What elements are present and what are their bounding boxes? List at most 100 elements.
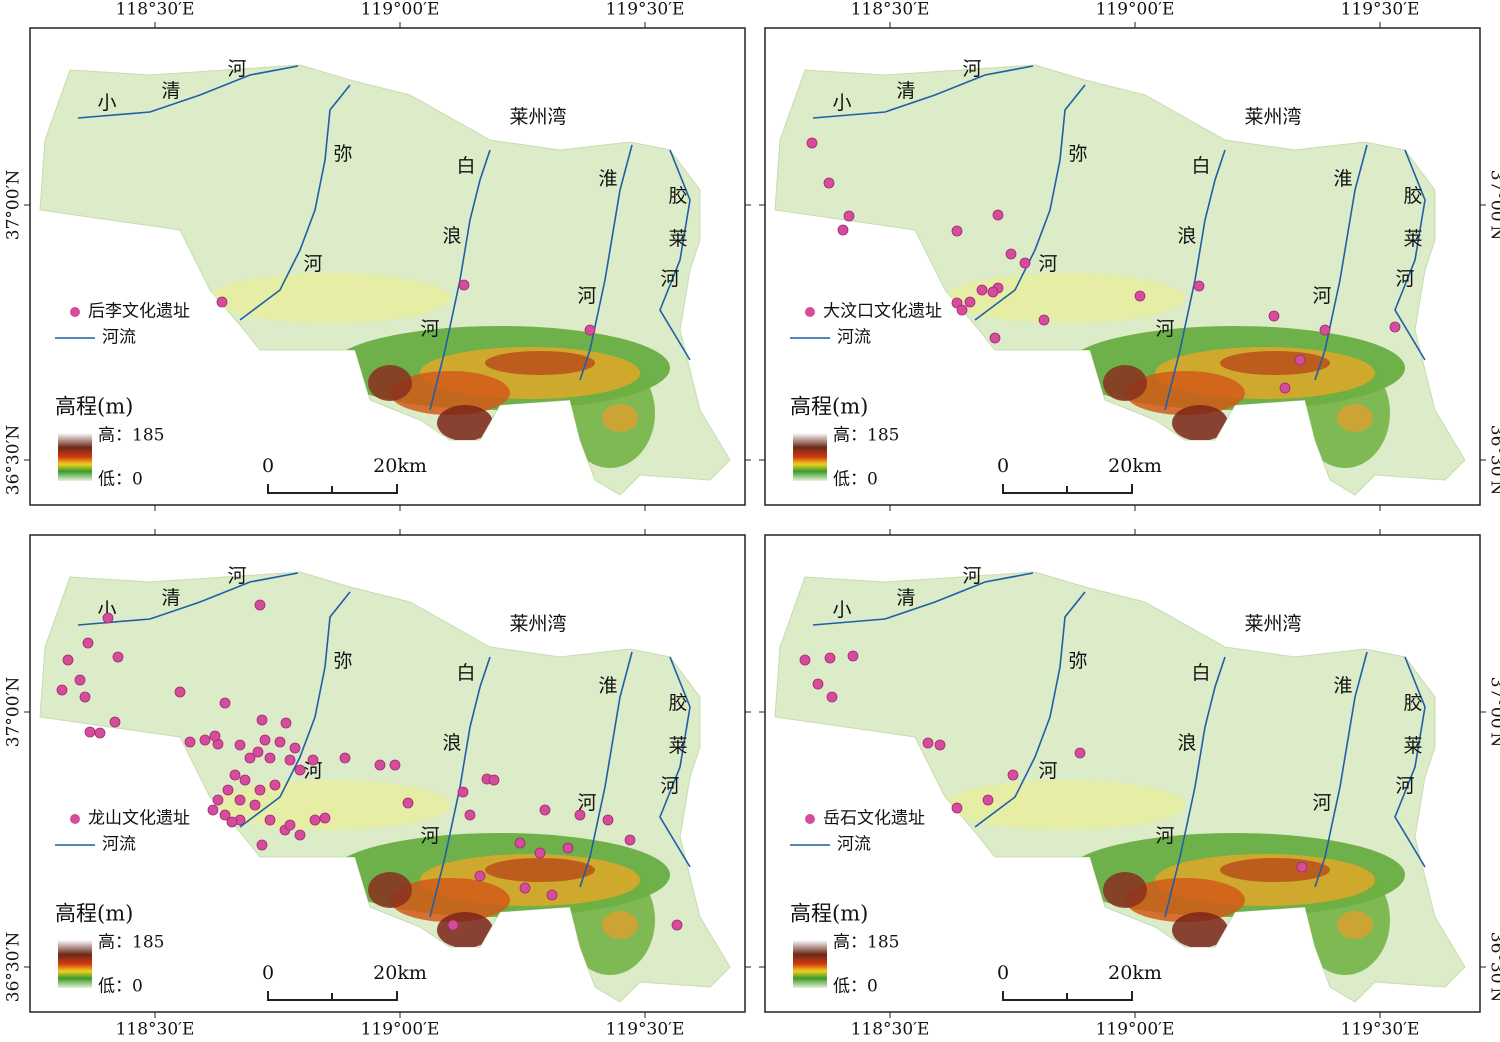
lon-label: 119°00′E — [1096, 1020, 1175, 1040]
elevation-ramp — [58, 940, 92, 988]
site — [1074, 747, 1086, 759]
lat-label: 36°30′N — [4, 932, 24, 1003]
river-label: 胶 — [668, 692, 687, 714]
elevation-zone — [437, 405, 493, 441]
site — [256, 714, 268, 726]
site — [1319, 324, 1331, 336]
river-label: 浪 — [1177, 225, 1196, 247]
river — [1164, 656, 1226, 918]
legend-site-symbol — [805, 814, 815, 824]
legend-site-symbol — [70, 814, 80, 824]
river-label: 淮 — [1333, 168, 1352, 190]
river-label: 河 — [420, 318, 439, 340]
river-label: 河 — [577, 792, 596, 814]
site — [488, 774, 500, 786]
site — [1134, 290, 1146, 302]
site — [464, 809, 476, 821]
lat-label: 36°30′N — [4, 425, 24, 496]
river — [812, 65, 1034, 119]
scale-label: 20km — [1108, 455, 1162, 477]
legend-site-symbol — [70, 307, 80, 317]
lat-label: 37°00′N — [4, 677, 24, 748]
site — [624, 834, 636, 846]
scale-bar — [267, 991, 398, 1001]
site — [244, 752, 256, 764]
site — [109, 716, 121, 728]
river-label: 弥 — [333, 650, 352, 672]
elevation — [210, 780, 670, 975]
elevation — [210, 273, 670, 468]
scale-label: 20km — [373, 962, 427, 984]
site — [207, 804, 219, 816]
site — [62, 654, 74, 666]
river-label: 河 — [1155, 318, 1174, 340]
lon-label: 118°30′E — [851, 1020, 930, 1040]
legend-site-label: 后李文化遗址 — [88, 302, 190, 322]
river-label: 胶 — [668, 185, 687, 207]
elevation-high: 高：185 — [833, 426, 899, 446]
elevation-zone — [945, 273, 1185, 323]
river — [239, 591, 351, 828]
site — [252, 746, 264, 758]
river-label: 清 — [896, 587, 915, 609]
river — [974, 591, 1086, 828]
elevation-zone — [602, 404, 638, 432]
river — [429, 656, 491, 918]
scale-bar — [267, 484, 398, 494]
site — [259, 734, 271, 746]
elevation-zone — [1125, 371, 1245, 415]
river-label: 清 — [161, 80, 180, 102]
site — [264, 814, 276, 826]
river — [974, 84, 1086, 321]
river-label: 莱 — [668, 735, 687, 757]
site — [1193, 280, 1205, 292]
scale-bar — [1002, 991, 1133, 1001]
river-label: 小 — [832, 92, 851, 114]
river-label: 清 — [896, 80, 915, 102]
river-label: 河 — [1312, 792, 1331, 814]
elevation-zone — [1103, 872, 1147, 908]
site — [239, 774, 251, 786]
sea-label: 莱州湾 — [509, 613, 566, 635]
legend-river-label: 河流 — [837, 835, 871, 855]
site — [294, 764, 306, 776]
lat-label: 37°00′N — [1487, 677, 1500, 748]
lat-label: 36°30′N — [1487, 425, 1500, 496]
river-label: 河 — [1395, 775, 1414, 797]
river-label: 河 — [1395, 268, 1414, 290]
elevation-zone — [602, 911, 638, 939]
river — [239, 84, 351, 321]
scale-bar — [1002, 484, 1133, 494]
site — [812, 678, 824, 690]
river — [1394, 149, 1426, 361]
elevation-zone — [485, 351, 595, 375]
lon-label: 118°30′E — [116, 0, 195, 20]
site — [174, 686, 186, 698]
site — [269, 779, 281, 791]
river-label: 河 — [1038, 253, 1057, 275]
elevation-title: 高程(m) — [55, 902, 133, 926]
site — [374, 759, 386, 771]
sea-label: 莱州湾 — [1244, 613, 1301, 635]
site — [519, 882, 531, 894]
site — [806, 137, 818, 149]
site — [457, 786, 469, 798]
site — [987, 286, 999, 298]
river-label: 河 — [577, 285, 596, 307]
site — [284, 754, 296, 766]
site — [254, 599, 266, 611]
site — [546, 889, 558, 901]
lat-label: 37°00′N — [4, 170, 24, 241]
legend-river-label: 河流 — [837, 328, 871, 348]
site — [84, 726, 96, 738]
site — [229, 769, 241, 781]
elevation-ramp — [58, 433, 92, 481]
river-label: 弥 — [1068, 650, 1087, 672]
site — [574, 809, 586, 821]
site — [112, 651, 124, 663]
elevation-low: 低：0 — [98, 977, 143, 997]
lon-label: 119°00′E — [361, 1020, 440, 1040]
lon-label: 119°00′E — [361, 0, 440, 20]
